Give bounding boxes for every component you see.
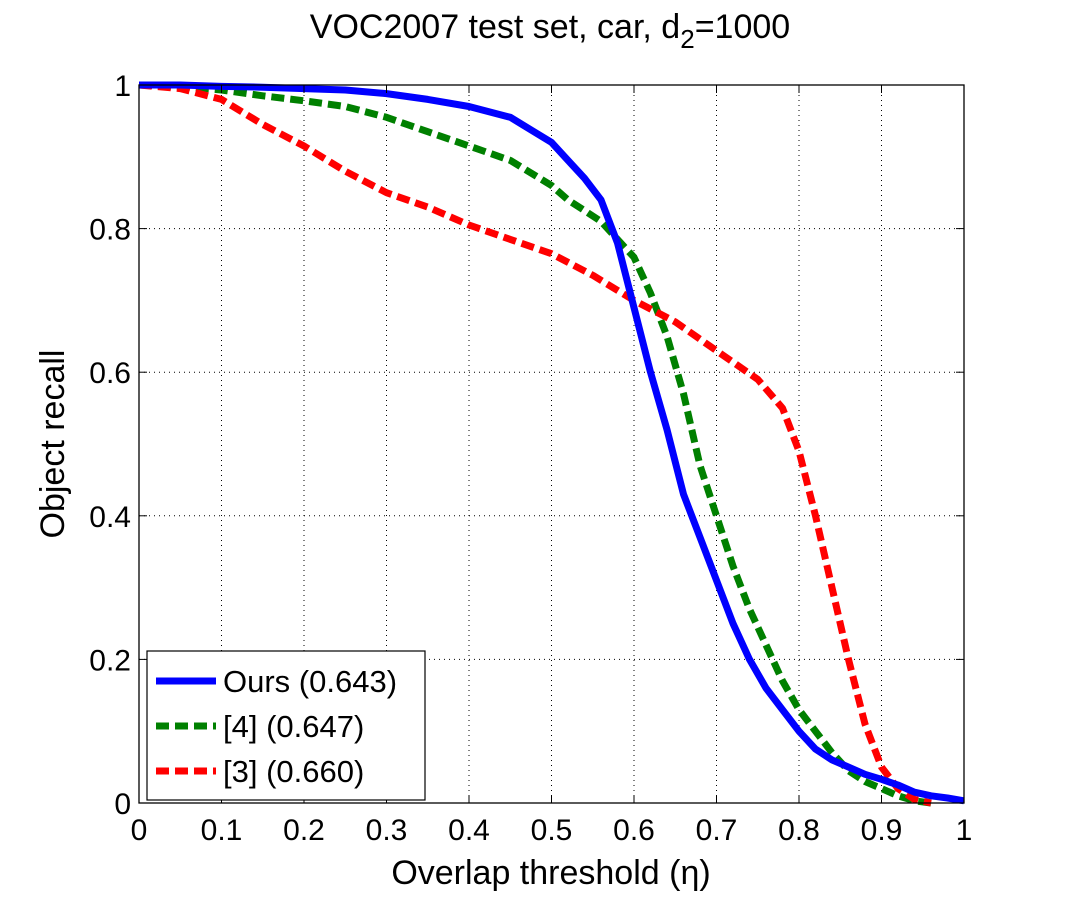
chart-title-subscript: 2 — [680, 24, 694, 54]
y-tick-label: 0.4 — [89, 501, 131, 534]
series-layer — [138, 81, 965, 807]
y-tick-label: 0.8 — [89, 214, 131, 247]
x-tick-label: 0.8 — [778, 814, 820, 847]
x-tick-label: 0.7 — [696, 814, 738, 847]
x-tick-label: 0.5 — [531, 814, 573, 847]
legend-box — [146, 650, 426, 801]
legend-entry-3: [3] (0.660) — [156, 754, 364, 789]
chart-title: VOC2007 test set, car, d2=1000 — [310, 8, 790, 54]
legend-label-3: [3] (0.660) — [223, 754, 364, 789]
x-axis-label: Overlap threshold (η) — [391, 854, 710, 892]
x-tick-label: 0 — [131, 814, 148, 847]
y-axis-label: Object recall — [34, 350, 72, 539]
legend-label-4: [4] (0.647) — [223, 709, 364, 744]
series-line-3 — [138, 81, 932, 807]
x-tick-label: 0.2 — [283, 814, 325, 847]
chart-title-main: VOC2007 test set, car, d — [310, 8, 680, 46]
y-tick-label: 0.2 — [89, 644, 131, 677]
series-line-ours — [139, 81, 965, 805]
legend-entry-ours: Ours (0.643) — [156, 664, 397, 699]
x-tick-label: 1 — [956, 814, 973, 847]
y-tick-label: 1 — [114, 70, 131, 103]
legend-label-ours: Ours (0.643) — [223, 664, 397, 699]
y-tick-label: 0.6 — [89, 357, 131, 390]
ticks: 0 0.1 0.2 0.3 0.4 0.5 0.6 0.7 0.8 0.9 1 0 0.2 0.4 0.6 0… — [89, 70, 972, 847]
legend: Ours (0.643) [4] (0.647) [3] (0.660) — [146, 650, 426, 801]
legend-entry-4: [4] (0.647) — [156, 709, 364, 744]
chart-title-tail: =1000 — [695, 8, 791, 46]
x-tick-label: 0.4 — [448, 814, 490, 847]
y-tick-label: 0 — [114, 788, 131, 821]
x-tick-label: 0.1 — [201, 814, 243, 847]
x-tick-label: 0.6 — [613, 814, 655, 847]
x-tick-label: 0.9 — [861, 814, 903, 847]
x-tick-label: 0.3 — [366, 814, 408, 847]
